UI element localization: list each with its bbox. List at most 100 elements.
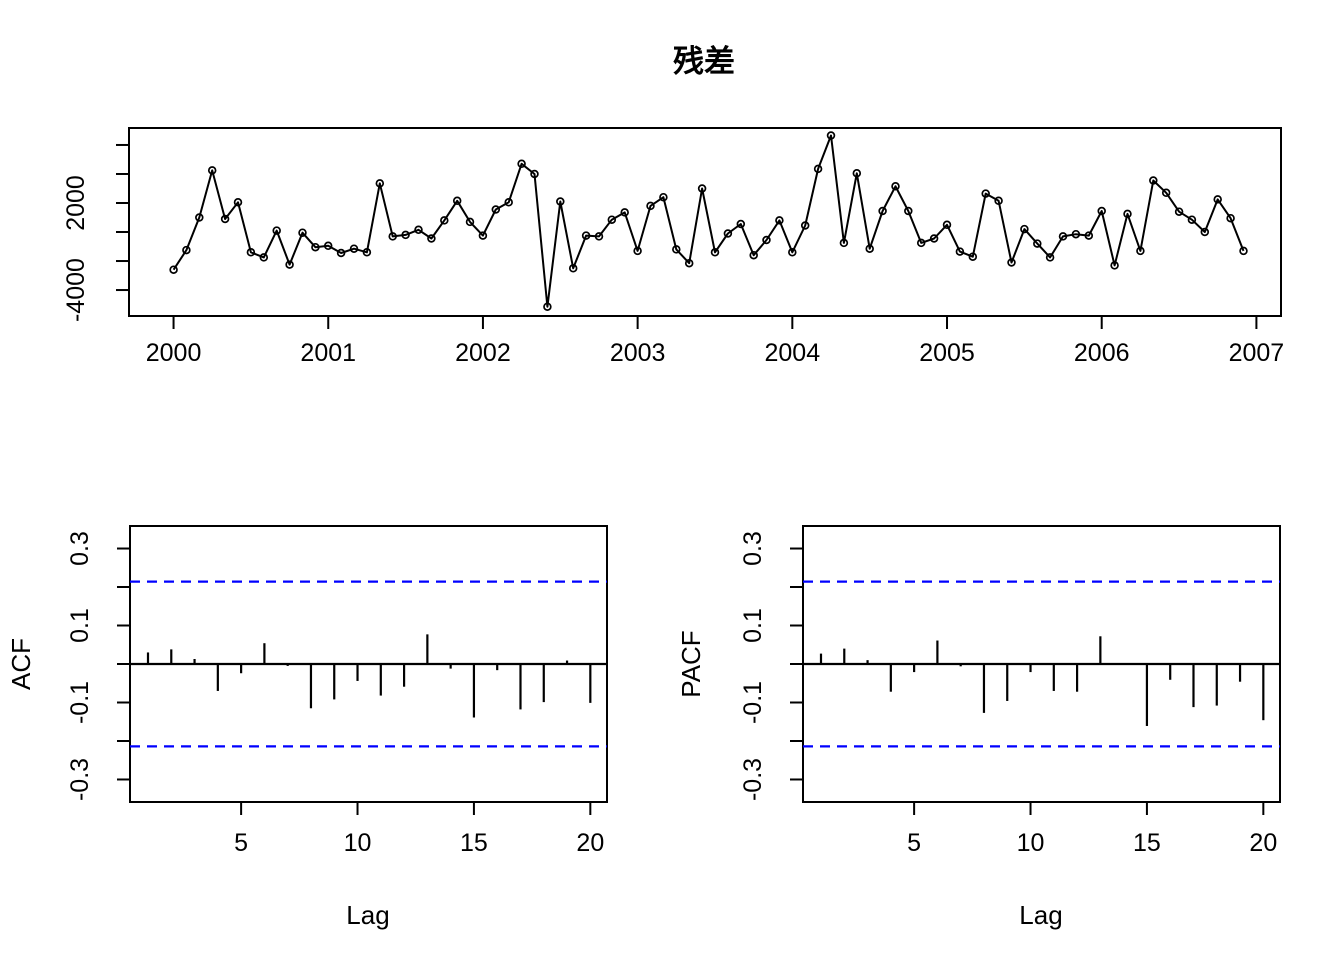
data-point-marker	[246, 248, 256, 257]
data-point-marker	[414, 225, 423, 235]
data-point-marker	[955, 247, 965, 256]
data-point-marker	[1007, 258, 1016, 267]
pacf-x-axis-label: Lag	[1019, 900, 1062, 930]
data-point-marker	[1226, 213, 1235, 223]
y-tick-label: 2000	[62, 175, 90, 231]
x-tick-label: 2000	[146, 339, 202, 367]
data-point-marker	[182, 245, 191, 255]
data-point-marker	[994, 196, 1003, 206]
data-point-marker	[1174, 207, 1184, 216]
data-point-marker	[272, 226, 281, 235]
data-point-marker	[736, 219, 746, 229]
data-point-marker	[465, 217, 475, 227]
data-point-marker	[646, 201, 655, 211]
data-point-marker	[1213, 195, 1222, 204]
x-tick-label: 10	[344, 829, 372, 857]
data-point-marker	[633, 246, 642, 256]
x-tick-label: 2005	[919, 339, 975, 367]
data-point-marker	[1149, 176, 1158, 185]
y-tick-label: -0.1	[66, 681, 94, 724]
data-point-marker	[1200, 227, 1210, 237]
data-point-marker	[762, 235, 771, 245]
data-point-marker	[556, 197, 565, 206]
data-point-marker	[452, 196, 462, 206]
residuals-panel: 残差 2000 2001 2002 2003 2004 2005 2006 2007 2000 -…	[62, 44, 1284, 367]
x-tick-label: 2003	[610, 339, 666, 367]
data-point-marker	[543, 302, 552, 311]
data-point-marker	[530, 169, 539, 179]
data-point-marker	[349, 244, 359, 253]
data-point-marker	[1097, 206, 1106, 216]
data-point-marker	[826, 131, 836, 140]
acf-x-axis-label: Lag	[346, 900, 389, 930]
y-tick-label: -0.1	[739, 681, 767, 724]
x-tick-label: 2006	[1074, 339, 1130, 367]
data-point-marker	[697, 184, 707, 193]
data-point-marker	[904, 206, 913, 216]
x-tick-label: 10	[1017, 829, 1045, 857]
data-point-marker	[981, 189, 990, 198]
data-point-marker	[285, 260, 294, 269]
data-point-marker	[1045, 253, 1055, 262]
data-point-marker	[298, 228, 307, 237]
data-point-marker	[568, 264, 578, 273]
x-tick-label: 2007	[1229, 339, 1285, 367]
acf-y-axis-label: ACF	[6, 638, 36, 690]
data-point-marker	[684, 258, 694, 268]
acf-panel: ACF Lag 5 10 15 20 0.3 0.1 -0.1 -0.3	[6, 525, 608, 930]
data-point-marker	[607, 215, 617, 224]
data-point-marker	[311, 242, 320, 252]
data-point-marker	[852, 169, 862, 178]
y-tick-label: -0.3	[66, 758, 94, 801]
data-point-marker	[916, 238, 926, 248]
data-point-marker	[1136, 246, 1145, 256]
data-point-marker	[1058, 232, 1068, 241]
data-point-marker	[491, 205, 501, 214]
pacf-y-axis-label: PACF	[676, 630, 706, 697]
data-point-marker	[233, 198, 243, 207]
data-point-marker	[362, 248, 372, 257]
data-point-marker	[478, 231, 488, 240]
data-point-marker	[723, 229, 733, 238]
x-tick-label: 2001	[300, 339, 356, 367]
data-point-marker	[865, 244, 874, 253]
x-tick-label: 20	[1249, 829, 1277, 857]
data-point-marker	[878, 206, 887, 216]
y-tick-label: -4000	[62, 258, 90, 322]
data-point-marker	[440, 216, 449, 225]
data-point-marker	[594, 232, 604, 241]
x-tick-label: 5	[234, 829, 248, 857]
data-point-marker	[942, 220, 952, 230]
data-point-marker	[220, 214, 230, 224]
x-tick-label: 15	[1133, 829, 1161, 857]
y-tick-label: 0.1	[66, 608, 94, 643]
data-point-marker	[169, 265, 178, 274]
data-point-marker	[259, 253, 269, 262]
x-tick-label: 2002	[455, 339, 511, 367]
data-point-marker	[1123, 209, 1132, 219]
y-tick-label: 0.3	[739, 531, 767, 566]
y-tick-label: 0.3	[66, 531, 94, 566]
data-point-marker	[968, 252, 978, 261]
data-point-marker	[788, 248, 797, 257]
data-point-marker	[195, 213, 204, 222]
data-point-marker	[891, 182, 900, 191]
x-tick-label: 2004	[765, 339, 821, 367]
data-point-marker	[1239, 246, 1248, 256]
plot-box	[128, 127, 1282, 317]
x-tick-label: 15	[460, 829, 488, 857]
data-point-marker	[672, 245, 681, 254]
data-point-marker	[813, 164, 823, 174]
data-point-marker	[517, 159, 526, 169]
data-point-marker	[581, 231, 591, 240]
data-point-marker	[504, 198, 513, 207]
data-point-marker	[1187, 215, 1197, 224]
data-point-marker	[1071, 229, 1081, 239]
data-point-marker	[710, 248, 720, 257]
data-point-marker	[775, 216, 784, 225]
residuals-chart-title: 残差	[673, 44, 735, 80]
data-point-marker	[929, 234, 939, 243]
data-point-marker	[1033, 239, 1042, 248]
